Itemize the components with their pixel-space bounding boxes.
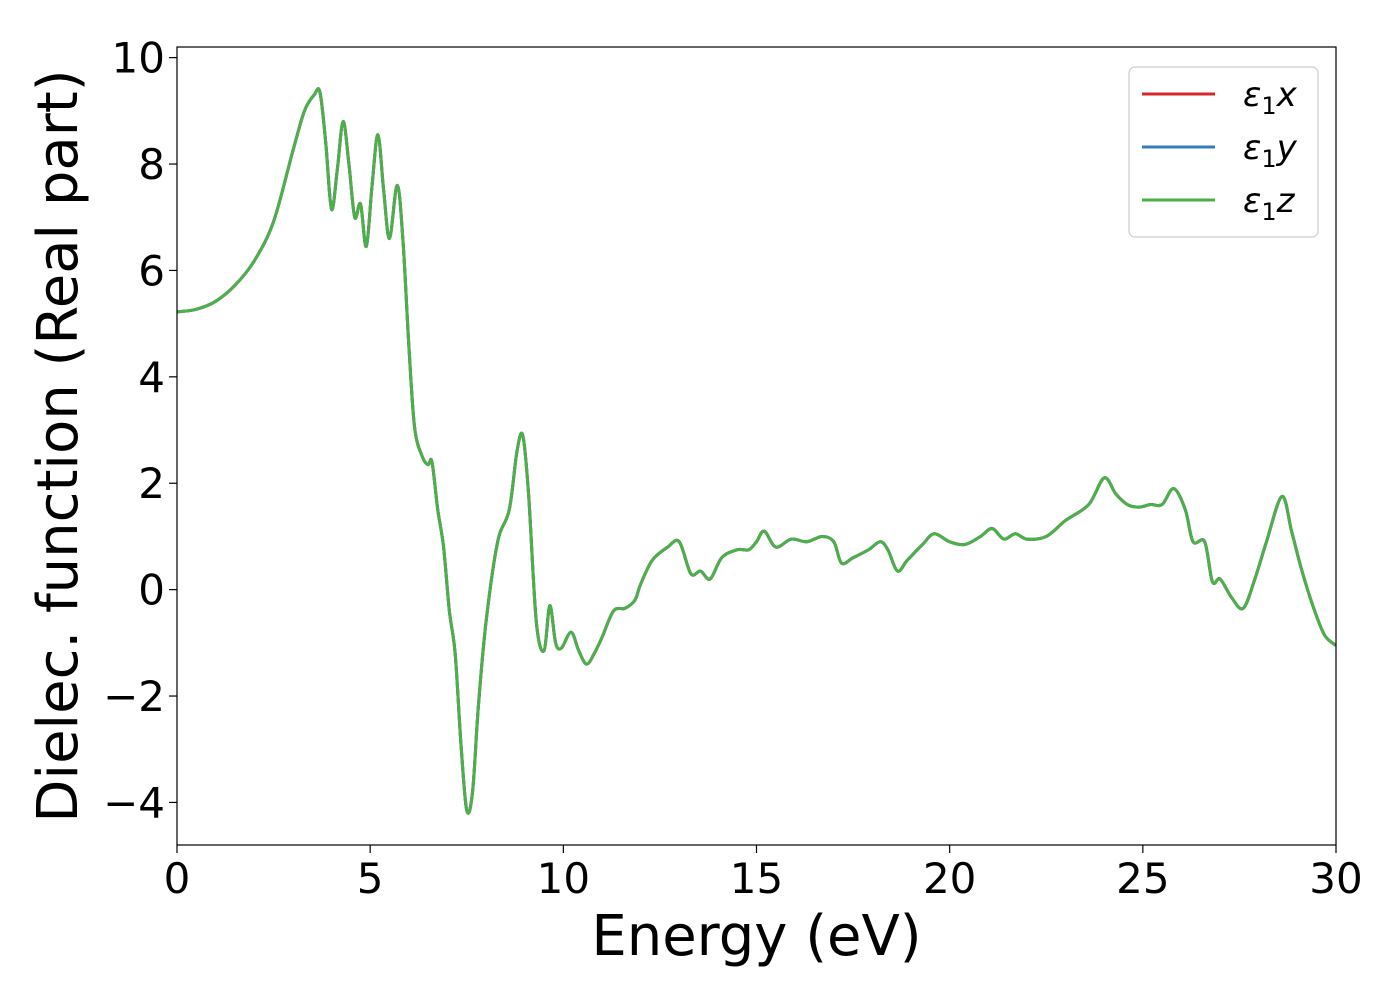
x-tick-label: 15 [730,854,783,903]
y-tick-label: 8 [138,140,165,189]
y-tick-label: 4 [138,353,165,402]
legend-label-y: ε1y [1243,128,1298,173]
y-tick-label: 6 [138,246,165,295]
y-tick-label: −2 [103,672,165,721]
x-tick-label: 20 [923,854,976,903]
y-tick-label: 2 [138,459,165,508]
legend: ε1x ε1y ε1z [1128,66,1319,238]
x-tick-label: 5 [357,854,384,903]
x-axis-title: Energy (eV) [591,904,921,969]
legend-label-z: ε1z [1243,181,1296,226]
legend-label-x: ε1x [1243,75,1298,120]
y-axis-title: Dielec. function (Real part) [26,69,91,822]
y-tick-label: −4 [103,778,165,827]
x-tick-label: 10 [537,854,590,903]
x-axis: 0 5 10 15 20 25 30 [164,845,1363,903]
x-tick-label: 30 [1309,854,1362,903]
series-layer [177,87,1336,815]
y-axis: −4 −2 0 2 4 6 8 10 [103,34,177,827]
y-tick-label: 0 [138,566,165,615]
x-tick-label: 25 [1116,854,1169,903]
x-tick-label: 0 [164,854,191,903]
y-tick-label: 10 [112,34,165,83]
legend-box [1128,66,1319,238]
series-line-z [177,87,1336,815]
